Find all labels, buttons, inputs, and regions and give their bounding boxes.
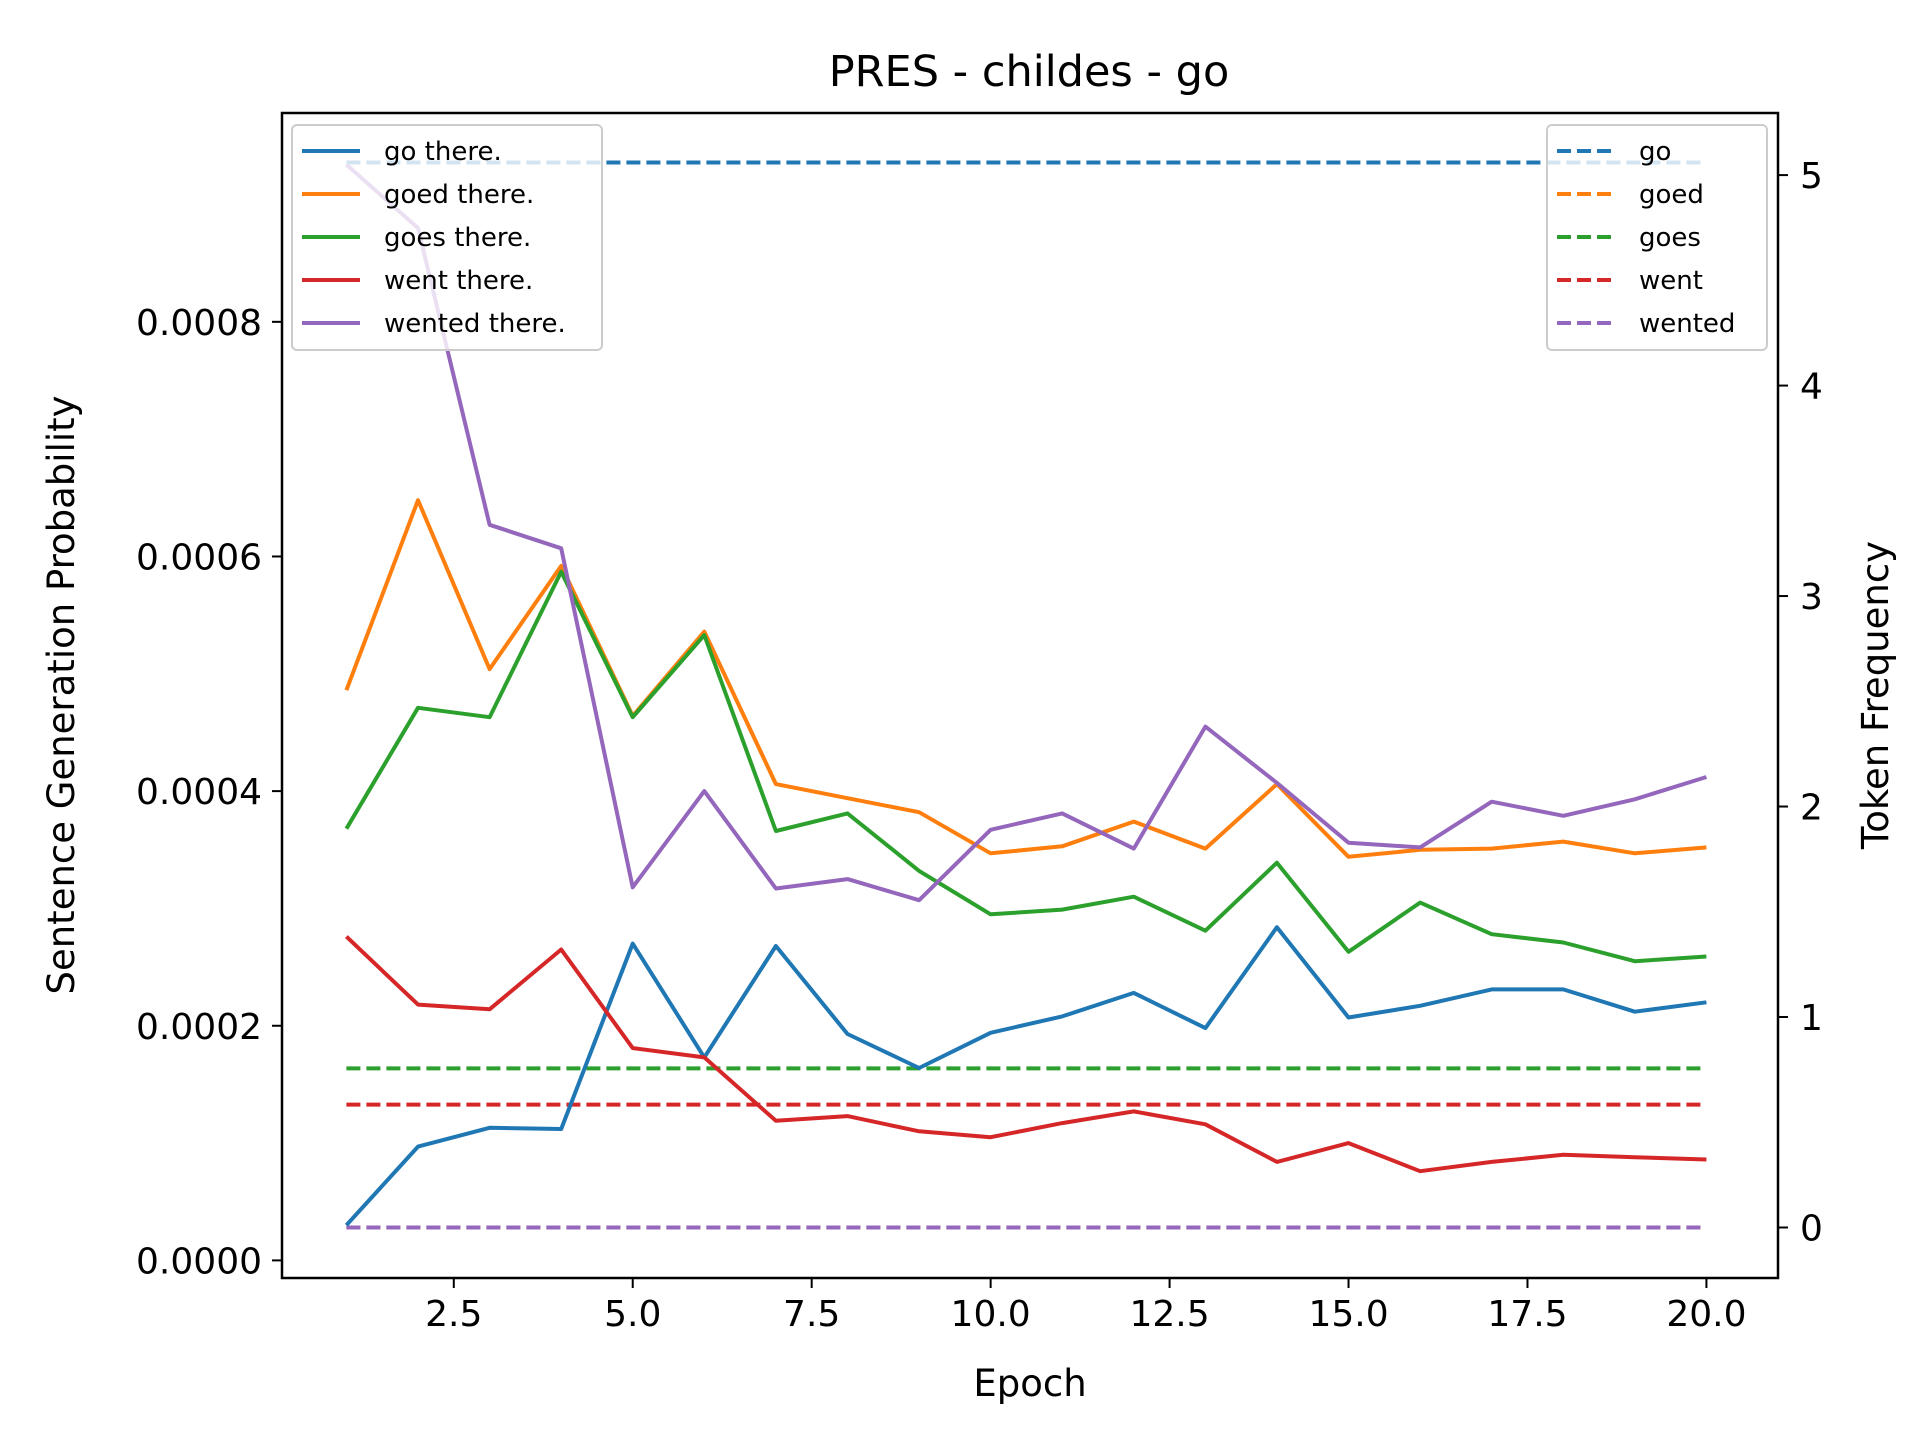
chart-title: PRES - childes - go	[829, 47, 1230, 97]
legend-label: went there.	[384, 266, 533, 296]
y-right-tick-label: 0	[1800, 1208, 1823, 1249]
x-tick-label: 15.0	[1308, 1294, 1388, 1335]
legend-label: goed there.	[384, 180, 534, 210]
series-line-prob-wented-there	[345, 163, 1707, 903]
legend-label: go there.	[384, 137, 502, 167]
legend-label: wented	[1639, 309, 1735, 339]
x-tick-label: 7.5	[783, 1294, 840, 1335]
series-line-prob-goes-there	[344, 569, 1707, 964]
legend-box	[291, 124, 603, 351]
legend-label: go	[1639, 137, 1671, 167]
series-line-prob-goed-there	[344, 498, 1707, 859]
y-right-tick-label: 2	[1800, 788, 1823, 829]
y-left-axis-label: Sentence Generation Probability	[40, 395, 83, 994]
legend-left: go there. goed there. goes there. went ther…	[291, 124, 603, 351]
plot-frame	[280, 111, 1780, 1280]
x-tick-label: 17.5	[1487, 1294, 1567, 1335]
legend-label: goes	[1639, 223, 1701, 253]
y-right-axis: 0 1 2 3 4 5	[1778, 156, 1823, 1249]
y-right-tick-label: 4	[1800, 367, 1823, 408]
x-tick-label: 12.5	[1130, 1294, 1210, 1335]
y-left-axis: 0.0000 0.0002 0.0004 0.0006 0.0008	[136, 303, 282, 1282]
x-axis-label: Epoch	[973, 1362, 1086, 1405]
legend-label: went	[1639, 266, 1703, 296]
x-tick-label: 2.5	[425, 1294, 482, 1335]
legend-right: go goed goes went wented	[1546, 124, 1768, 351]
series-line-prob-go-there	[344, 925, 1707, 1227]
legend-label: goes there.	[384, 223, 531, 253]
y-right-tick-label: 3	[1800, 577, 1823, 618]
y-left-tick-label: 0.0004	[136, 772, 262, 813]
x-tick-label: 5.0	[604, 1294, 661, 1335]
y-left-tick-label: 0.0006	[136, 537, 262, 578]
y-right-axis-label: Token Frequency	[1854, 541, 1897, 850]
legend-label: wented there.	[384, 309, 566, 339]
x-axis: 2.5 5.0 7.5 10.0 12.5 15.0 17.5 20.0	[425, 1278, 1746, 1335]
y-right-tick-label: 5	[1800, 156, 1823, 197]
y-left-tick-label: 0.0000	[136, 1241, 262, 1282]
series-layer	[344, 160, 1707, 1230]
legend-box	[1546, 124, 1768, 351]
y-left-tick-label: 0.0002	[136, 1007, 262, 1048]
y-right-tick-label: 1	[1800, 998, 1823, 1039]
x-tick-label: 20.0	[1666, 1294, 1746, 1335]
series-line-prob-went-there	[345, 935, 1707, 1174]
legend-label: goed	[1639, 180, 1704, 210]
y-left-tick-label: 0.0008	[136, 303, 262, 344]
x-tick-label: 10.0	[951, 1294, 1031, 1335]
